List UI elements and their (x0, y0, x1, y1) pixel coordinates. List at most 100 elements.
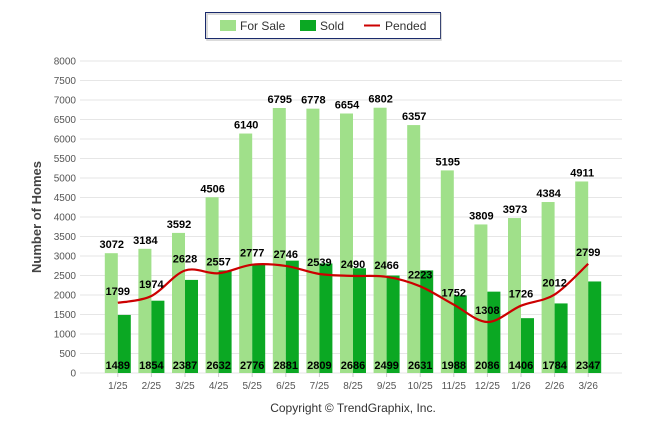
bar-for-sale (575, 181, 589, 373)
sold-value-label: 2776 (240, 360, 264, 372)
sold-value-label: 1489 (106, 360, 130, 372)
sold-value-label: 2347 (576, 360, 600, 372)
x-tick-label: 1/25 (108, 381, 128, 392)
for-sale-value-label: 3973 (503, 204, 527, 216)
y-tick-label: 2500 (54, 271, 77, 282)
for-sale-value-label: 6357 (402, 111, 426, 123)
sold-value-label: 1854 (139, 360, 164, 372)
pended-value-label: 2490 (341, 259, 365, 271)
bar-sold (117, 314, 131, 373)
bar-for-sale (272, 107, 286, 374)
y-tick-label: 0 (70, 369, 76, 380)
for-sale-value-label: 5195 (436, 156, 460, 168)
for-sale-value-label: 6778 (301, 95, 325, 107)
copyright-footer: Copyright © TrendGraphix, Inc. (270, 401, 436, 415)
pended-value-label: 1974 (139, 279, 164, 291)
y-tick-label: 4500 (54, 193, 77, 204)
sold-value-label: 2881 (274, 360, 298, 372)
y-tick-label: 7500 (54, 76, 77, 87)
y-tick-label: 5500 (54, 154, 77, 165)
x-tick-label: 4/25 (209, 381, 229, 392)
x-tick-label: 3/25 (175, 381, 195, 392)
y-tick-label: 1500 (54, 310, 77, 321)
y-tick-label: 3000 (54, 252, 77, 263)
pended-value-label: 2223 (408, 269, 432, 281)
bar-for-sale (474, 224, 488, 373)
y-tick-label: 5000 (54, 174, 77, 185)
bar-sold (554, 303, 568, 373)
legend-label-pended: Pended (385, 19, 426, 33)
pended-value-label: 1799 (106, 286, 130, 298)
y-axis-title: Number of Homes (29, 161, 44, 273)
bar-for-sale (172, 232, 185, 373)
sold-value-label: 2632 (206, 360, 230, 372)
for-sale-value-label: 3184 (133, 235, 158, 247)
sold-value-label: 2499 (374, 360, 398, 372)
legend-swatch-for-sale (220, 20, 236, 31)
pended-value-label: 1726 (509, 289, 533, 301)
y-tick-label: 1000 (54, 330, 77, 341)
sold-value-label: 2387 (173, 360, 197, 372)
bar-sold (487, 291, 501, 373)
pended-value-label: 2557 (206, 256, 230, 268)
pended-value-label: 1752 (442, 288, 466, 300)
bar-for-sale (440, 170, 454, 373)
bar-sold (285, 260, 299, 373)
bar-for-sale (373, 107, 387, 374)
pended-value-label: 2466 (374, 260, 398, 272)
legend-box (205, 12, 441, 39)
pended-line (117, 263, 589, 324)
y-tick-label: 4000 (54, 213, 77, 224)
bar-sold (319, 263, 333, 373)
y-tick-label: 3500 (54, 232, 77, 243)
x-tick-label: 5/25 (242, 381, 262, 392)
bar-sold (521, 318, 534, 373)
bar-sold (386, 275, 400, 373)
legend-label-for-sale: For Sale (240, 19, 286, 33)
bar-for-sale (407, 125, 421, 374)
sold-value-label: 1784 (542, 360, 567, 372)
x-tick-label: 2/25 (142, 381, 162, 392)
for-sale-value-label: 3592 (167, 219, 191, 231)
bar-for-sale (239, 133, 253, 373)
x-tick-label: 12/25 (475, 381, 500, 392)
bar-for-sale (138, 248, 152, 373)
bar-sold (185, 279, 198, 373)
y-tick-label: 6000 (54, 135, 77, 146)
bar-for-sale (104, 253, 118, 373)
bar-for-sale (205, 197, 219, 373)
sold-value-label: 2809 (307, 360, 331, 372)
pended-value-label: 1308 (475, 305, 499, 317)
bar-sold (353, 268, 366, 373)
for-sale-value-label: 6795 (268, 94, 292, 106)
legend-label-sold: Sold (320, 19, 344, 33)
y-tick-label: 2000 (54, 291, 77, 302)
x-tick-label: 8/25 (343, 381, 363, 392)
x-tick-label: 7/25 (310, 381, 330, 392)
for-sale-value-label: 6654 (335, 99, 360, 111)
x-tick-label: 11/25 (442, 381, 467, 392)
x-tick-label: 3/26 (578, 381, 598, 392)
x-tick-label: 6/25 (276, 381, 296, 392)
y-tick-label: 6500 (54, 115, 77, 126)
x-tick-label: 9/25 (377, 381, 397, 392)
pended-value-label: 2628 (173, 254, 197, 266)
for-sale-value-label: 6140 (234, 120, 258, 132)
sold-value-label: 1988 (442, 360, 466, 372)
x-tick-label: 10/25 (408, 381, 433, 392)
y-tick-label: 7000 (54, 96, 77, 107)
bar-for-sale (541, 202, 555, 373)
pended-value-label: 2777 (240, 248, 264, 260)
pended-value-label: 2539 (307, 257, 331, 269)
for-sale-value-label: 4384 (536, 188, 561, 200)
legend-shadow (206, 13, 442, 41)
for-sale-value-label: 6802 (368, 94, 392, 106)
bar-for-sale (508, 218, 521, 373)
bar-for-sale (340, 113, 353, 373)
y-tick-label: 8000 (54, 57, 77, 68)
for-sale-value-label: 4506 (200, 183, 224, 195)
bar-sold (151, 300, 165, 373)
sold-value-label: 2631 (408, 360, 432, 372)
